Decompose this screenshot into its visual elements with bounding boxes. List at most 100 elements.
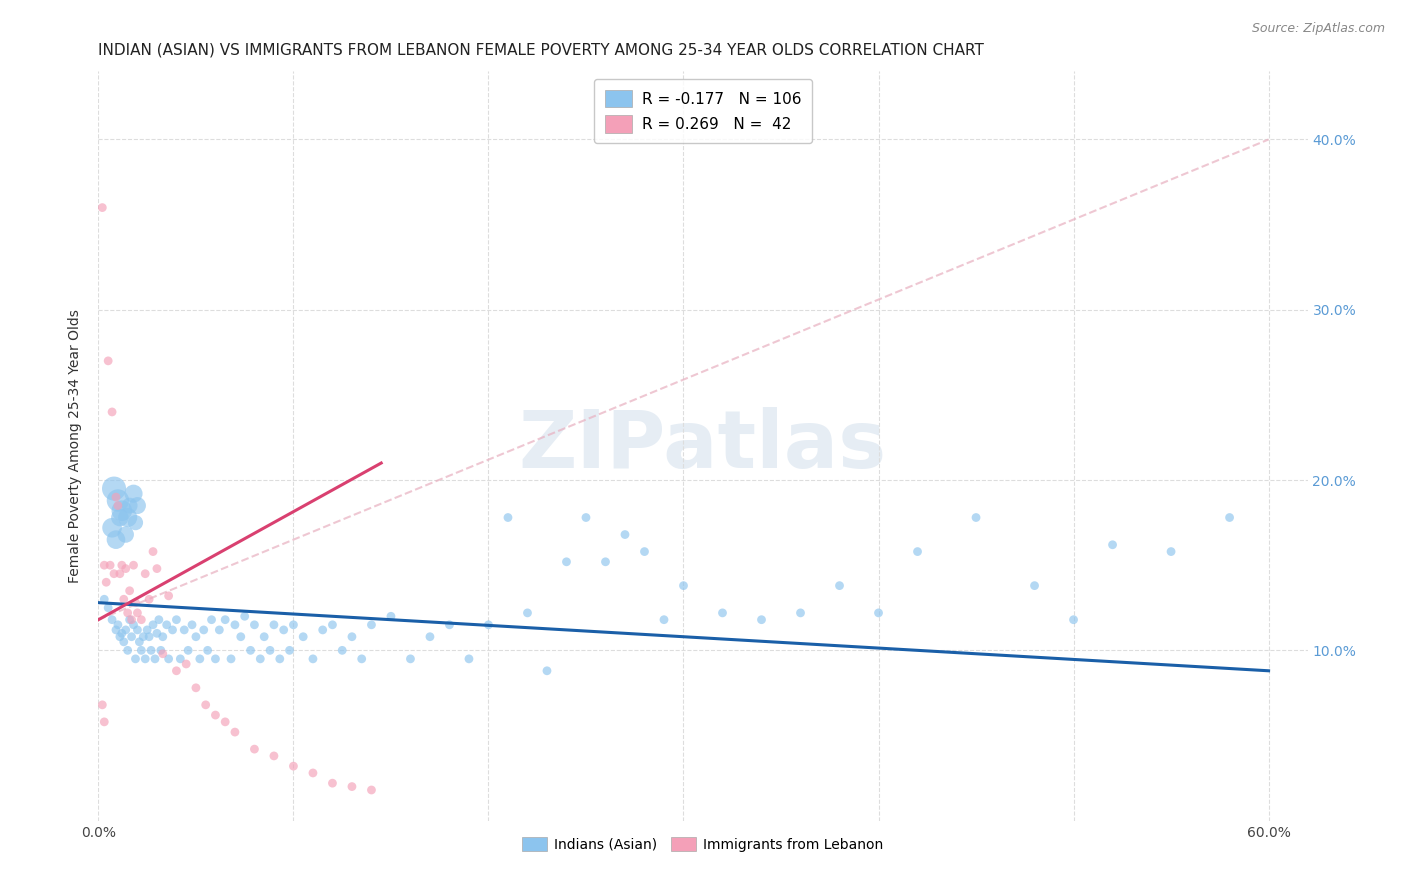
- Point: [536, 664, 558, 678]
- Point: [121, 613, 143, 627]
- Point: [516, 606, 538, 620]
- Point: [169, 652, 191, 666]
- Point: [575, 510, 598, 524]
- Point: [419, 630, 441, 644]
- Point: [112, 592, 135, 607]
- Point: [340, 780, 363, 794]
- Point: [269, 652, 291, 666]
- Point: [1063, 613, 1085, 627]
- Point: [93, 558, 115, 573]
- Point: [200, 613, 222, 627]
- Point: [146, 626, 169, 640]
- Point: [152, 647, 174, 661]
- Point: [193, 623, 215, 637]
- Point: [188, 652, 211, 666]
- Point: [399, 652, 422, 666]
- Point: [652, 613, 675, 627]
- Point: [477, 617, 499, 632]
- Point: [458, 652, 481, 666]
- Point: [128, 635, 150, 649]
- Point: [107, 617, 129, 632]
- Point: [263, 617, 285, 632]
- Point: [229, 630, 252, 644]
- Point: [91, 201, 114, 215]
- Point: [292, 630, 315, 644]
- Point: [97, 600, 120, 615]
- Point: [340, 630, 363, 644]
- Point: [104, 623, 127, 637]
- Point: [136, 623, 159, 637]
- Point: [239, 643, 262, 657]
- Point: [174, 657, 197, 671]
- Y-axis label: Female Poverty Among 25-34 Year Olds: Female Poverty Among 25-34 Year Olds: [69, 309, 83, 583]
- Point: [243, 742, 266, 756]
- Point: [181, 617, 204, 632]
- Point: [138, 630, 160, 644]
- Point: [194, 698, 217, 712]
- Point: [165, 664, 187, 678]
- Point: [114, 561, 136, 575]
- Text: Source: ZipAtlas.com: Source: ZipAtlas.com: [1251, 22, 1385, 36]
- Point: [122, 617, 145, 632]
- Point: [149, 643, 172, 657]
- Point: [131, 643, 153, 657]
- Point: [302, 652, 325, 666]
- Point: [157, 589, 180, 603]
- Point: [93, 714, 115, 729]
- Point: [118, 613, 141, 627]
- Point: [142, 544, 165, 558]
- Point: [595, 555, 617, 569]
- Point: [93, 592, 115, 607]
- Point: [233, 609, 256, 624]
- Point: [157, 652, 180, 666]
- Point: [828, 579, 851, 593]
- Point: [127, 499, 149, 513]
- Point: [101, 405, 124, 419]
- Point: [965, 510, 987, 524]
- Point: [101, 521, 124, 535]
- Text: ZIPatlas: ZIPatlas: [519, 407, 887, 485]
- Text: INDIAN (ASIAN) VS IMMIGRANTS FROM LEBANON FEMALE POVERTY AMONG 25-34 YEAR OLDS C: INDIAN (ASIAN) VS IMMIGRANTS FROM LEBANO…: [98, 43, 984, 58]
- Point: [177, 643, 200, 657]
- Point: [124, 652, 146, 666]
- Point: [868, 606, 890, 620]
- Point: [162, 623, 184, 637]
- Point: [360, 783, 382, 797]
- Point: [312, 623, 335, 637]
- Point: [224, 725, 246, 739]
- Point: [263, 748, 285, 763]
- Point: [107, 499, 129, 513]
- Point: [104, 490, 127, 504]
- Point: [98, 558, 121, 573]
- Point: [204, 652, 226, 666]
- Point: [103, 482, 125, 496]
- Point: [173, 623, 195, 637]
- Point: [138, 592, 160, 607]
- Point: [330, 643, 353, 657]
- Point: [117, 510, 139, 524]
- Legend: Indians (Asian), Immigrants from Lebanon: Indians (Asian), Immigrants from Lebanon: [516, 830, 890, 859]
- Point: [259, 643, 281, 657]
- Point: [789, 606, 811, 620]
- Point: [1219, 510, 1241, 524]
- Point: [184, 630, 207, 644]
- Point: [321, 776, 343, 790]
- Point: [214, 613, 236, 627]
- Point: [122, 558, 145, 573]
- Point: [134, 652, 156, 666]
- Point: [127, 623, 149, 637]
- Point: [633, 544, 655, 558]
- Point: [148, 613, 170, 627]
- Point: [321, 617, 343, 632]
- Point: [380, 609, 402, 624]
- Point: [496, 510, 519, 524]
- Point: [273, 623, 295, 637]
- Point: [111, 504, 134, 518]
- Point: [439, 617, 461, 632]
- Point: [131, 613, 153, 627]
- Point: [124, 596, 146, 610]
- Point: [278, 643, 301, 657]
- Point: [672, 579, 695, 593]
- Point: [146, 561, 169, 575]
- Point: [108, 566, 131, 581]
